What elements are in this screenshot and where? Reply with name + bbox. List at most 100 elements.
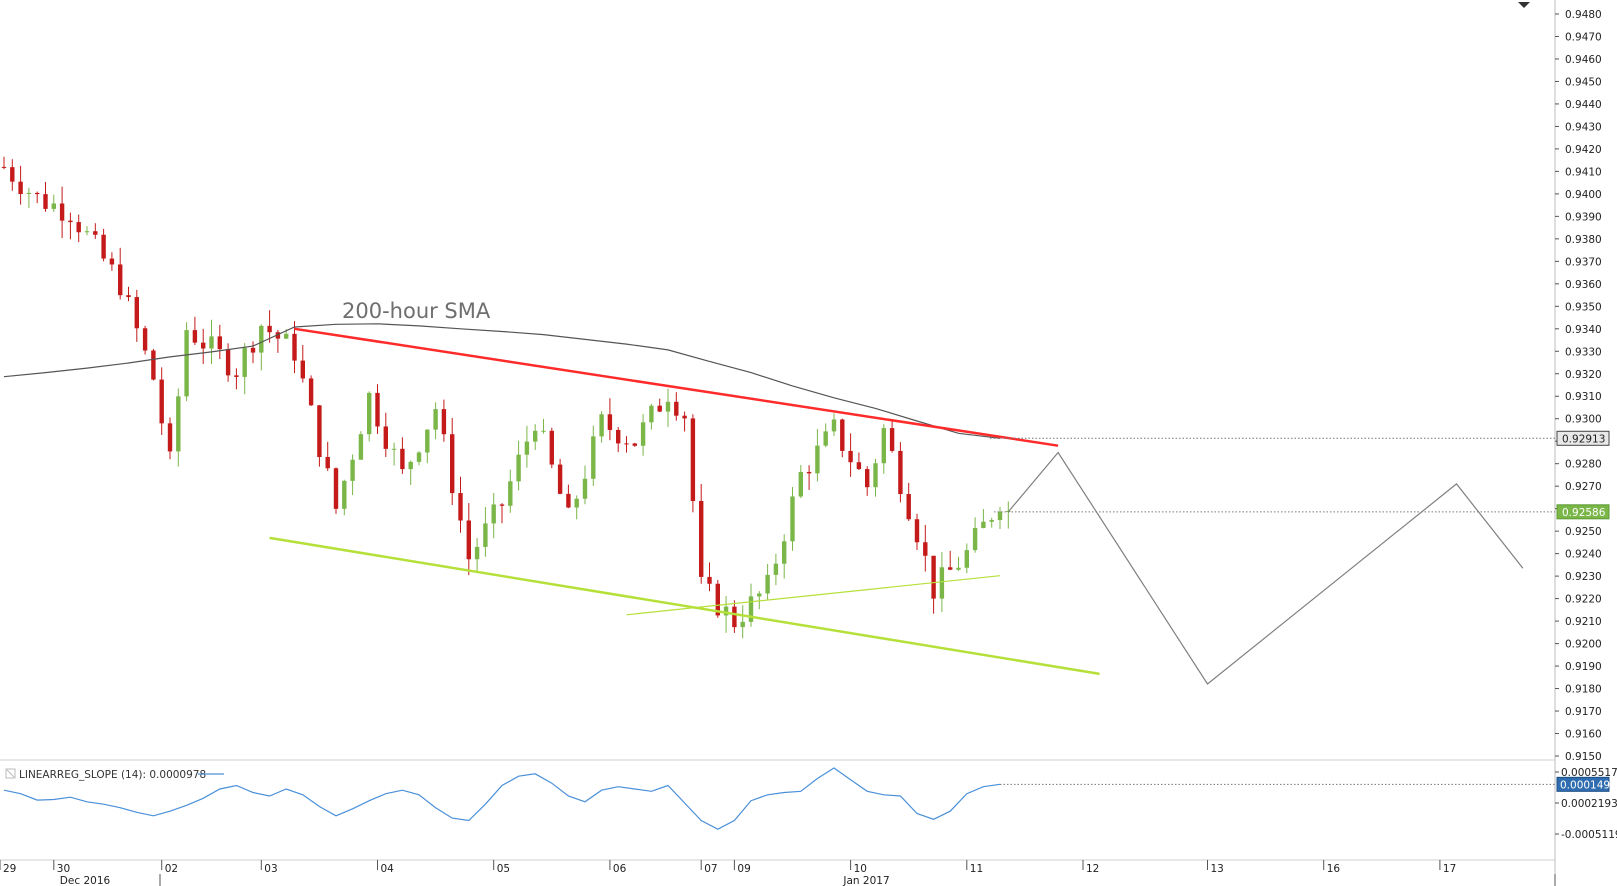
sma-annotation: 200-hour SMA xyxy=(342,299,491,323)
candle-body xyxy=(201,342,206,349)
candle-body xyxy=(375,392,380,427)
candle-body xyxy=(134,297,139,329)
candle-body xyxy=(674,401,679,416)
sma-200-line xyxy=(3,323,1001,439)
candle-body xyxy=(757,593,762,597)
candle-body xyxy=(840,419,845,451)
candle-body xyxy=(225,349,231,376)
candle-body xyxy=(740,621,745,628)
indicator-tick-label: 0.0005517 xyxy=(1561,767,1617,779)
price-tick-label: 0.9380 xyxy=(1565,234,1602,246)
indicator-line xyxy=(3,767,1001,830)
candle-body xyxy=(815,445,820,474)
price-tick-label: 0.9300 xyxy=(1565,414,1602,426)
candle-body xyxy=(358,434,364,460)
month-label: Dec 2016 xyxy=(60,875,111,886)
price-tick-label: 0.9450 xyxy=(1565,76,1602,88)
candle-body xyxy=(292,333,297,361)
candle-body xyxy=(491,504,496,524)
candle-body xyxy=(333,468,339,509)
candle-body xyxy=(284,333,289,339)
candle-body xyxy=(707,576,712,584)
chart-background xyxy=(0,0,1555,886)
candle-body xyxy=(242,347,247,377)
candle-body xyxy=(865,469,870,488)
candle-body xyxy=(549,430,554,465)
candle-body xyxy=(989,520,994,522)
indicator-pane: 0.0001491 xyxy=(3,767,1617,830)
candle-body xyxy=(782,541,787,564)
candle-body xyxy=(474,546,480,560)
candle-body xyxy=(76,222,81,233)
price-tick-label: 0.9190 xyxy=(1565,661,1602,673)
time-axis: 29 30 02 03 04 05 06 07 09 10 11 12 13 16 17 Dec 2016 Ja… xyxy=(0,860,1556,886)
candle-body xyxy=(914,519,920,543)
time-tick-label: 04 xyxy=(381,863,395,875)
price-tick-label: 0.9440 xyxy=(1565,99,1602,111)
indicator-label: LINEARREG_SLOPE (14): 0.0000978 xyxy=(19,769,206,781)
candle-body xyxy=(367,392,372,435)
candle-body xyxy=(632,443,637,446)
candle-body xyxy=(250,347,256,353)
inner-support-line xyxy=(626,575,1001,616)
candle-body xyxy=(18,181,23,195)
candle-body xyxy=(964,550,969,568)
candle-body xyxy=(806,471,812,474)
price-tick-label: 0.9210 xyxy=(1565,616,1602,628)
candle-body xyxy=(408,461,413,470)
candle-body xyxy=(956,567,961,570)
candle-body xyxy=(972,528,978,551)
candle-body xyxy=(690,418,696,502)
price-tick-label: 0.9480 xyxy=(1565,9,1602,21)
candle-body xyxy=(848,450,853,463)
candle-body xyxy=(939,567,945,599)
candle-body xyxy=(450,434,455,494)
candle-body xyxy=(425,429,430,453)
candle-body xyxy=(151,350,156,380)
candle-body xyxy=(981,521,986,529)
price-tick-label: 0.9470 xyxy=(1565,31,1602,43)
candle-body xyxy=(400,448,405,470)
candle-body xyxy=(790,496,795,542)
candle-body xyxy=(466,520,471,560)
indicator-legend: LINEARREG_SLOPE (14): 0.0000978 xyxy=(5,768,224,781)
candle-body xyxy=(126,295,131,298)
price-tick-label: 0.9360 xyxy=(1565,279,1602,291)
price-tick-label: 0.9430 xyxy=(1565,121,1602,133)
candle-body xyxy=(624,443,629,445)
time-tick-label: 17 xyxy=(1443,863,1456,875)
candle-body xyxy=(275,332,281,339)
candle-body xyxy=(350,459,355,481)
candle-body xyxy=(997,511,1003,521)
price-tick-label: 0.9390 xyxy=(1565,211,1602,223)
indicator-tick-label: 0.0002193 xyxy=(1561,798,1617,810)
candle-body xyxy=(441,409,447,435)
candle-body xyxy=(898,450,903,495)
candle-body xyxy=(591,436,596,479)
price-tick-label: 0.9340 xyxy=(1565,324,1602,336)
candle-body xyxy=(51,203,56,209)
candle-body xyxy=(483,523,488,547)
candle-body xyxy=(209,336,214,349)
price-tick-label: 0.9410 xyxy=(1565,166,1602,178)
price-tick-label: 0.9270 xyxy=(1565,481,1602,493)
candle-body xyxy=(192,330,198,343)
time-tick-label: 07 xyxy=(704,863,717,875)
time-tick-label: 30 xyxy=(57,863,70,875)
indicator-legend-cross xyxy=(6,769,15,778)
candle-body xyxy=(524,441,530,455)
price-tick-label: 0.9460 xyxy=(1565,54,1602,66)
chevron-down-icon[interactable] xyxy=(1518,2,1530,8)
projection-path xyxy=(1007,451,1524,685)
candle-body xyxy=(748,596,754,622)
candle-body xyxy=(582,478,588,499)
time-tick-label: 29 xyxy=(3,863,16,875)
candle-body xyxy=(566,493,571,508)
time-tick-label: 03 xyxy=(264,863,277,875)
candle-body xyxy=(391,448,397,450)
price-tick-label: 0.9160 xyxy=(1565,729,1602,741)
price-tick-label: 0.9230 xyxy=(1565,571,1602,583)
candle-body xyxy=(516,454,521,482)
candle-body xyxy=(101,234,106,259)
